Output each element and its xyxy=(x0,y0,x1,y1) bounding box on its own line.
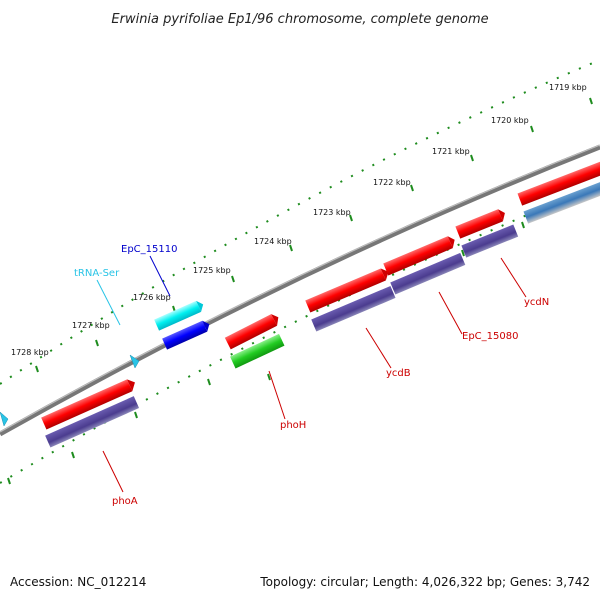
tick-label-1727: 1727 kbp xyxy=(72,321,110,330)
trna-marker-left[interactable] xyxy=(0,411,9,427)
gene-ycdB-reverse[interactable] xyxy=(311,285,396,332)
leader-ycdB xyxy=(365,327,392,369)
label-ycdB: ycdB xyxy=(386,368,411,379)
forward-strand-genes xyxy=(41,159,600,430)
gene-phoH-forward[interactable] xyxy=(224,312,282,350)
leader-lines xyxy=(96,255,527,493)
chromosome-backbone xyxy=(0,144,600,437)
trna-ser-marker[interactable] xyxy=(129,354,140,369)
leader-EpC_15110 xyxy=(149,255,171,297)
gene-edge-forward[interactable] xyxy=(517,159,600,206)
leader-phoA xyxy=(102,450,124,493)
gene-edge-reverse[interactable] xyxy=(523,179,600,224)
gene-EpC_15110-forward[interactable] xyxy=(154,299,205,331)
tick-label-1726: 1726 kbp xyxy=(133,293,171,302)
leader-phoH xyxy=(268,370,286,420)
label-tRNA-Ser: tRNA-Ser xyxy=(74,268,120,279)
tick-label-1719: 1719 kbp xyxy=(549,83,587,92)
gene-phoA-reverse[interactable] xyxy=(45,396,140,448)
leader-EpC_15080 xyxy=(438,291,463,335)
inner-tick-ring xyxy=(0,184,600,484)
tick-label-1720: 1720 kbp xyxy=(491,116,529,125)
map-title: Erwinia pyrifoliae Ep1/96 chromosome, co… xyxy=(111,12,488,27)
tick-label-1728: 1728 kbp xyxy=(11,348,49,357)
leader-tRNA-Ser xyxy=(96,279,121,326)
label-phoA: phoA xyxy=(112,496,138,507)
label-ycdN: ycdN xyxy=(524,297,549,308)
tick-label-1725: 1725 kbp xyxy=(193,266,231,275)
label-EpC_15080: EpC_15080 xyxy=(462,331,518,342)
accession-label: Accession: NC_012214 xyxy=(10,575,146,589)
outer-tick-ring xyxy=(0,59,600,385)
gene-ycdN-reverse[interactable] xyxy=(461,224,519,258)
tick-label-1724: 1724 kbp xyxy=(254,237,292,246)
gene-EpC_15080-forward[interactable] xyxy=(383,234,457,276)
gene-EpC_15110-reverse[interactable] xyxy=(162,319,212,350)
label-phoH: phoH xyxy=(280,420,306,431)
gene-phoA-forward[interactable] xyxy=(41,377,138,430)
reverse-strand-genes xyxy=(45,179,600,448)
tick-label-1723: 1723 kbp xyxy=(313,208,351,217)
gene-phoH-reverse[interactable] xyxy=(230,333,285,369)
label-EpC_15110: EpC_15110 xyxy=(121,244,177,255)
chromosome-backbone-highlight xyxy=(0,144,600,433)
leader-ycdN xyxy=(500,257,527,298)
tick-label-1722: 1722 kbp xyxy=(373,178,411,187)
topology-label: Topology: circular; Length: 4,026,322 bp… xyxy=(259,575,590,589)
gene-ycdN-forward[interactable] xyxy=(455,207,507,239)
tick-label-1721: 1721 kbp xyxy=(432,147,470,156)
gene-EpC_15080-reverse[interactable] xyxy=(390,252,466,295)
